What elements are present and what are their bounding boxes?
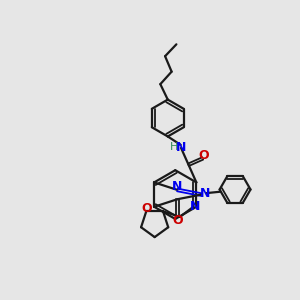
Text: O: O xyxy=(199,149,209,162)
Text: N: N xyxy=(172,180,182,193)
Text: N: N xyxy=(176,140,186,154)
Text: N: N xyxy=(190,200,200,213)
Text: O: O xyxy=(142,202,152,215)
Text: N: N xyxy=(200,187,211,200)
Text: H: H xyxy=(170,142,179,152)
Text: O: O xyxy=(172,214,183,226)
